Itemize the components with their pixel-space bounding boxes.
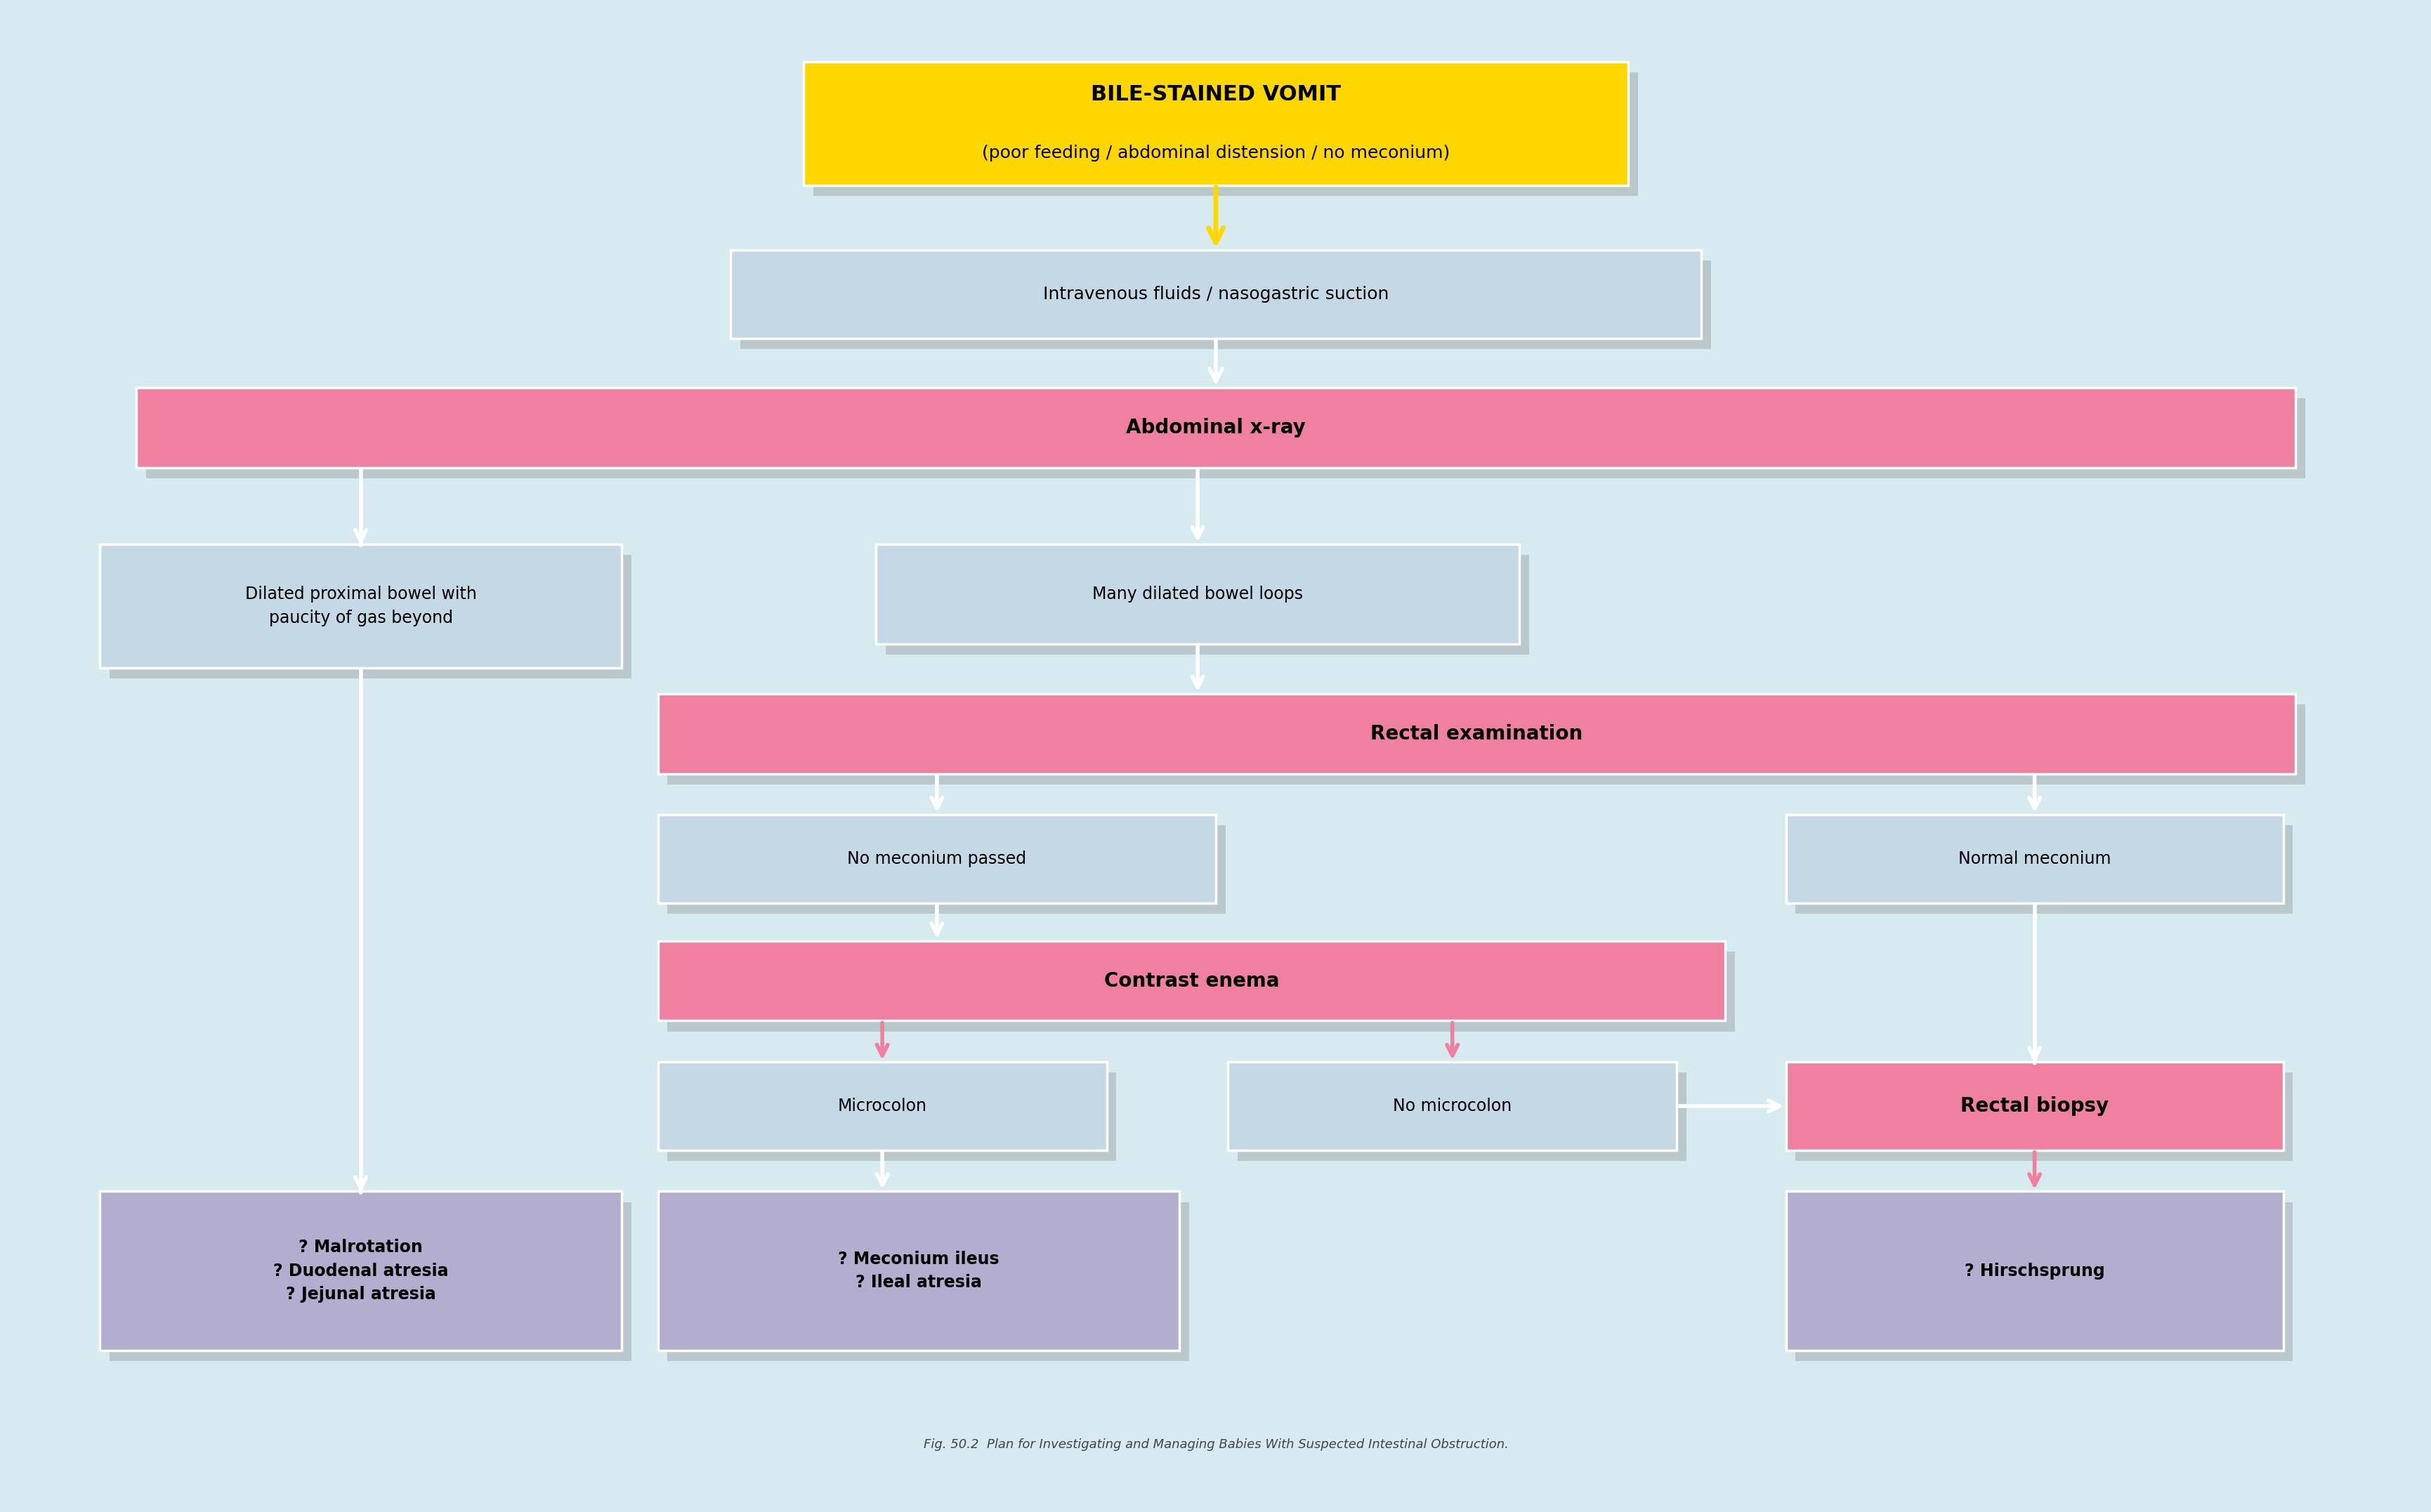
FancyBboxPatch shape [739, 260, 1711, 349]
FancyBboxPatch shape [802, 62, 1629, 186]
FancyBboxPatch shape [669, 951, 1733, 1031]
FancyBboxPatch shape [669, 1072, 1116, 1161]
Text: ? Meconium ileus
? Ileal atresia: ? Meconium ileus ? Ileal atresia [839, 1250, 999, 1291]
FancyBboxPatch shape [100, 544, 622, 668]
Text: No meconium passed: No meconium passed [846, 851, 1026, 868]
Text: Normal meconium: Normal meconium [1957, 851, 2110, 868]
FancyBboxPatch shape [109, 1202, 632, 1361]
Text: Many dilated bowel loops: Many dilated bowel loops [1092, 585, 1303, 603]
FancyBboxPatch shape [1794, 1202, 2292, 1361]
Text: (poor feeding / abdominal distension / no meconium): (poor feeding / abdominal distension / n… [982, 145, 1449, 162]
FancyBboxPatch shape [659, 815, 1216, 903]
FancyBboxPatch shape [729, 249, 1702, 339]
FancyBboxPatch shape [1784, 1061, 2283, 1151]
FancyBboxPatch shape [812, 73, 1638, 197]
FancyBboxPatch shape [659, 694, 2295, 774]
Text: BILE-STAINED VOMIT: BILE-STAINED VOMIT [1092, 85, 1339, 104]
Text: Rectal examination: Rectal examination [1371, 724, 1583, 744]
FancyBboxPatch shape [1794, 1072, 2292, 1161]
Text: Fig. 50.2  Plan for Investigating and Managing Babies With Suspected Intestinal : Fig. 50.2 Plan for Investigating and Man… [924, 1438, 1507, 1450]
FancyBboxPatch shape [1794, 826, 2292, 913]
FancyBboxPatch shape [659, 940, 1724, 1021]
FancyBboxPatch shape [109, 555, 632, 679]
Text: ? Hirschsprung: ? Hirschsprung [1964, 1263, 2105, 1279]
FancyBboxPatch shape [669, 1202, 1189, 1361]
Text: Contrast enema: Contrast enema [1104, 971, 1279, 990]
FancyBboxPatch shape [875, 544, 1519, 644]
FancyBboxPatch shape [669, 826, 1225, 913]
FancyBboxPatch shape [1237, 1072, 1687, 1161]
Text: Abdominal x-ray: Abdominal x-ray [1126, 417, 1305, 437]
Text: Intravenous fluids / nasogastric suction: Intravenous fluids / nasogastric suction [1043, 286, 1388, 302]
Text: No microcolon: No microcolon [1393, 1098, 1512, 1114]
FancyBboxPatch shape [659, 1191, 1179, 1350]
FancyBboxPatch shape [136, 387, 2295, 467]
Text: Microcolon: Microcolon [836, 1098, 926, 1114]
FancyBboxPatch shape [1228, 1061, 1677, 1151]
Text: Dilated proximal bowel with
paucity of gas beyond: Dilated proximal bowel with paucity of g… [246, 585, 476, 626]
Text: ? Malrotation
? Duodenal atresia
? Jejunal atresia: ? Malrotation ? Duodenal atresia ? Jejun… [272, 1238, 447, 1303]
Text: Rectal biopsy: Rectal biopsy [1959, 1096, 2108, 1116]
FancyBboxPatch shape [1784, 815, 2283, 903]
FancyBboxPatch shape [669, 705, 2305, 785]
FancyBboxPatch shape [146, 398, 2305, 478]
FancyBboxPatch shape [885, 555, 1529, 655]
FancyBboxPatch shape [659, 1061, 1106, 1151]
FancyBboxPatch shape [100, 1191, 622, 1350]
FancyBboxPatch shape [1784, 1191, 2283, 1350]
